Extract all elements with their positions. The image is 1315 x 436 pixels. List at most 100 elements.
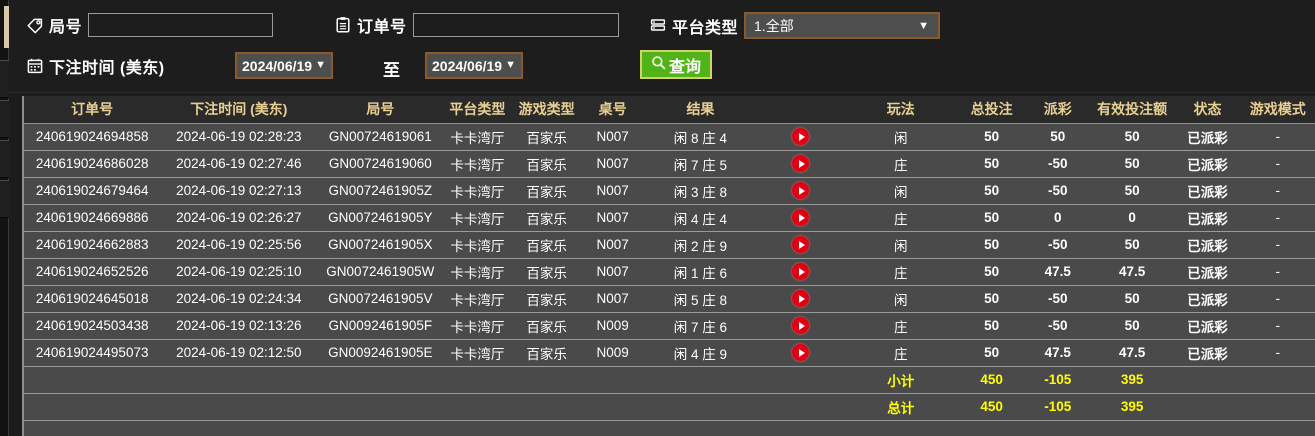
cell-total-bet: 450 <box>957 366 1026 394</box>
cell-empty <box>443 366 512 394</box>
cell-play-type: 庄 <box>843 204 958 232</box>
cell-result: 闲 4 庄 9 <box>643 339 758 367</box>
table-row[interactable]: 240619024679464 2024-06-19 02:27:13 GN0072… <box>24 177 1315 205</box>
cell-game-mode: - <box>1240 312 1315 340</box>
cell-order-no: 240619024503438 <box>24 312 161 340</box>
replay-play-icon[interactable] <box>792 236 810 253</box>
cell-platform: 卡卡湾厅 <box>443 231 512 259</box>
cell-replay[interactable] <box>757 123 844 151</box>
col-order-no[interactable]: 订单号 <box>24 96 161 124</box>
cell-game-mode: - <box>1240 258 1315 286</box>
col-payout[interactable]: 派彩 <box>1025 96 1090 124</box>
table-row[interactable]: 240619024645018 2024-06-19 02:24:34 GN0072… <box>24 285 1315 313</box>
cell-platform: 卡卡湾厅 <box>443 177 512 205</box>
col-round-no[interactable]: 局号 <box>317 96 444 124</box>
bet-time-separator: 至 <box>383 56 400 81</box>
list-icon <box>649 17 667 35</box>
cell-empty <box>1174 393 1241 421</box>
col-platform[interactable]: 平台类型 <box>443 96 512 124</box>
cell-empty <box>317 366 444 394</box>
cell-replay[interactable] <box>757 150 844 178</box>
cell-total-payout: -105 <box>1025 393 1090 421</box>
replay-play-icon[interactable] <box>792 317 810 334</box>
cell-replay[interactable] <box>757 312 844 340</box>
cell-payout: 0 <box>1025 204 1090 232</box>
cell-replay[interactable] <box>757 258 844 286</box>
cell-status: 已派彩 <box>1174 204 1241 232</box>
cell-table-no: N007 <box>581 204 644 232</box>
cell-game-type: 百家乐 <box>511 231 582 259</box>
cell-game-mode: - <box>1240 285 1315 313</box>
cell-result: 闲 3 庄 8 <box>643 177 758 205</box>
cell-replay[interactable] <box>757 339 844 367</box>
chevron-down-icon: ▼ <box>315 59 326 71</box>
cell-valid-bet: 47.5 <box>1089 339 1175 367</box>
cell-round-no: GN00724619061 <box>317 123 444 151</box>
bet-records-table: 订单号 下注时间 (美东) 局号 平台类型 游戏类型 桌号 结果 玩法 总投注 … <box>24 96 1315 421</box>
table-row[interactable]: 240619024686028 2024-06-19 02:27:46 GN0072… <box>24 150 1315 178</box>
rail-segment[interactable] <box>0 100 9 138</box>
col-status[interactable]: 状态 <box>1174 96 1241 124</box>
col-play-type[interactable]: 玩法 <box>843 96 958 124</box>
table-row[interactable]: 240619024694858 2024-06-19 02:28:23 GN0072… <box>24 123 1315 151</box>
rail-segment[interactable] <box>0 180 9 218</box>
table-row[interactable]: 240619024662883 2024-06-19 02:25:56 GN0072… <box>24 231 1315 259</box>
cell-replay[interactable] <box>757 285 844 313</box>
date-from-picker[interactable]: 2024/06/19 ▼ <box>235 52 333 79</box>
cell-replay[interactable] <box>757 204 844 232</box>
cell-total-bet: 50 <box>957 123 1026 151</box>
col-bet-time[interactable]: 下注时间 (美东) <box>160 96 318 124</box>
col-game-type[interactable]: 游戏类型 <box>511 96 582 124</box>
replay-play-icon[interactable] <box>792 155 810 172</box>
cell-play-type: 闲 <box>843 123 958 151</box>
replay-play-icon[interactable] <box>792 128 810 145</box>
cell-platform: 卡卡湾厅 <box>443 312 512 340</box>
date-to-picker[interactable]: 2024/06/19 ▼ <box>425 52 523 79</box>
replay-play-icon[interactable] <box>792 344 810 361</box>
platform-type-select[interactable]: 1.全部 ▼ <box>744 12 941 39</box>
col-total-bet[interactable]: 总投注 <box>957 96 1026 124</box>
table-row[interactable]: 240619024503438 2024-06-19 02:13:26 GN0092… <box>24 312 1315 340</box>
cell-replay[interactable] <box>757 177 844 205</box>
search-button[interactable]: 查询 <box>640 50 713 79</box>
cell-result: 闲 7 庄 6 <box>643 312 758 340</box>
cell-order-no: 240619024669886 <box>24 204 161 232</box>
col-game-mode[interactable]: 游戏模式 <box>1240 96 1315 124</box>
table-row[interactable]: 240619024652526 2024-06-19 02:25:10 GN0072… <box>24 258 1315 286</box>
order-no-input[interactable] <box>412 13 619 37</box>
platform-type-filter: 平台类型 1.全部 ▼ <box>649 12 941 39</box>
cell-table-no: N009 <box>581 339 644 367</box>
cell-status: 已派彩 <box>1174 123 1241 151</box>
cell-result: 闲 5 庄 8 <box>643 285 758 313</box>
platform-type-value: 1.全部 <box>754 17 794 34</box>
round-no-input[interactable] <box>88 13 274 37</box>
search-action: 查询 <box>640 50 713 79</box>
cell-empty <box>160 393 318 421</box>
replay-play-icon[interactable] <box>792 290 810 307</box>
cell-game-mode: - <box>1240 123 1315 151</box>
search-icon <box>651 55 666 75</box>
replay-play-icon[interactable] <box>792 182 810 199</box>
rail-segment[interactable] <box>0 140 9 178</box>
replay-play-icon[interactable] <box>792 263 810 280</box>
replay-play-icon[interactable] <box>792 209 810 226</box>
cell-round-no: GN0072461905Y <box>317 204 444 232</box>
col-result[interactable]: 结果 <box>643 96 758 124</box>
cell-result: 闲 7 庄 5 <box>643 150 758 178</box>
cell-total-bet: 50 <box>957 339 1026 367</box>
col-table-no[interactable]: 桌号 <box>581 96 644 124</box>
cell-game-type: 百家乐 <box>511 204 582 232</box>
cell-round-no: GN0072461905V <box>317 285 444 313</box>
table-row[interactable]: 240619024669886 2024-06-19 02:26:27 GN0072… <box>24 204 1315 232</box>
col-valid-bet[interactable]: 有效投注额 <box>1089 96 1175 124</box>
cell-replay[interactable] <box>757 231 844 259</box>
cell-bet-time: 2024-06-19 02:27:46 <box>160 150 318 178</box>
rail-segment[interactable] <box>0 60 9 98</box>
cell-game-type: 百家乐 <box>511 258 582 286</box>
cell-result: 闲 1 庄 6 <box>643 258 758 286</box>
cell-status: 已派彩 <box>1174 339 1241 367</box>
table-row[interactable]: 240619024495073 2024-06-19 02:12:50 GN0092… <box>24 339 1315 367</box>
cell-status: 已派彩 <box>1174 150 1241 178</box>
cell-total-bet: 50 <box>957 231 1026 259</box>
